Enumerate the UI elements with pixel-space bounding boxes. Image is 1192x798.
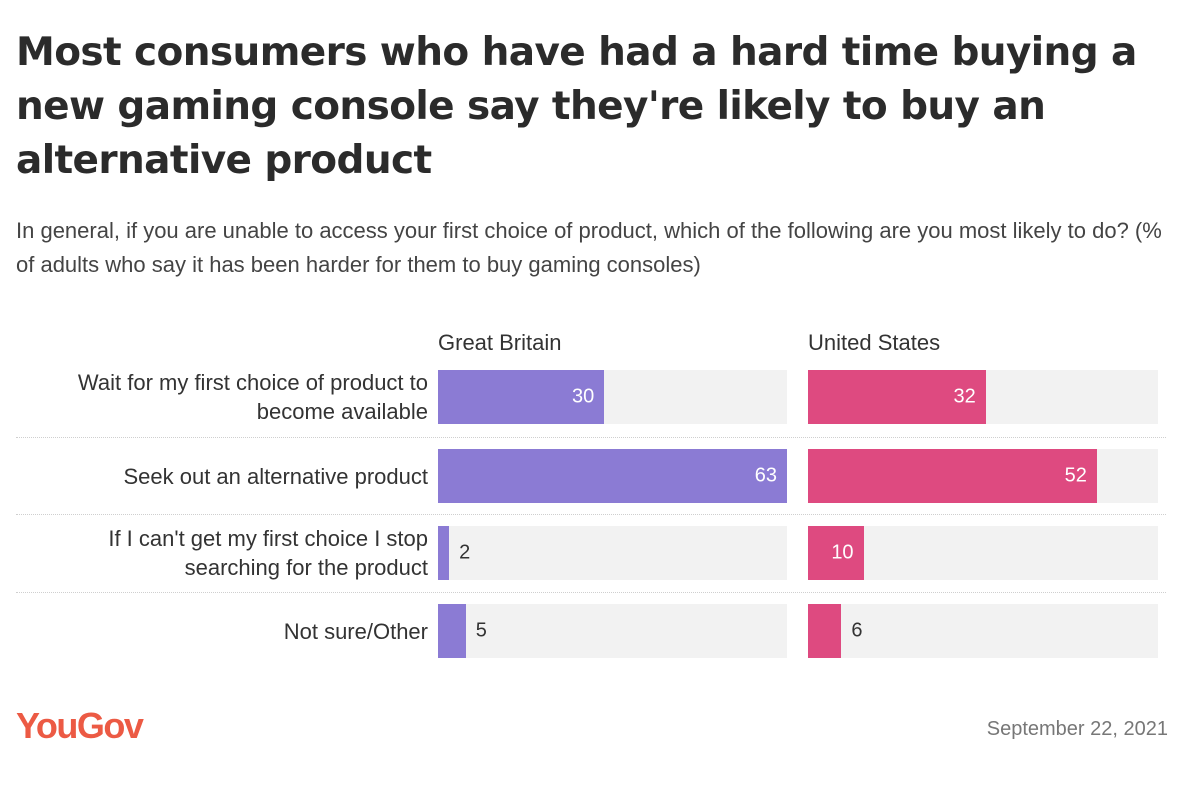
bar-united-states-3 [808, 526, 864, 580]
bar-track-great-britain: 30 [438, 370, 787, 424]
bar-great-britain-1 [438, 370, 605, 424]
category-label-wait-for-my-first-choice-of-product-to-b: Wait for my first choice of product to b… [77, 370, 428, 424]
value-label-great-britain-3: 2 [459, 541, 471, 564]
value-label-great-britain-2: 63 [754, 464, 777, 487]
row-separator [16, 514, 1166, 515]
value-label-great-britain-1: 30 [571, 385, 595, 408]
bar-track-united-states: 32 [808, 370, 1158, 424]
bar-great-britain-3 [438, 526, 450, 580]
category-label-not-sure-other: Not sure/Other [283, 618, 428, 644]
bar-great-britain-4 [438, 604, 466, 658]
bar-track-united-states: 52 [808, 449, 1158, 503]
bar-united-states-4 [808, 604, 842, 658]
category-label-seek-out-an-alternative-product: Seek out an alternative product [123, 463, 428, 489]
bar-track-united-states: 10 [808, 526, 1158, 580]
bar-track-great-britain: 63 [438, 449, 787, 503]
bar-track-great-britain: 2 [438, 526, 787, 580]
row-separator [16, 592, 1166, 593]
value-label-great-britain-4: 5 [475, 619, 487, 642]
bar-track-great-britain: 5 [438, 604, 787, 658]
bar-united-states-2 [808, 449, 1097, 503]
panel-title-great-britain: Great Britain [438, 330, 562, 355]
value-label-united-states-3: 10 [831, 541, 854, 564]
chart-title: Most consumers who have had a hard time … [16, 30, 1137, 183]
value-label-united-states-1: 32 [953, 385, 976, 408]
bar-track-united-states: 6 [808, 604, 1158, 658]
panel-title-united-states: United States [808, 330, 941, 355]
row-separator [16, 437, 1166, 438]
bar-great-britain-2 [438, 449, 787, 503]
value-label-united-states-2: 52 [1064, 464, 1087, 487]
category-label-if-i-can-t-get-my-first-choice-i-stop-se: If I can't get my first choice I stop se… [108, 526, 428, 580]
publication-date: September 22, 2021 [986, 718, 1168, 740]
chart-subtitle: In general, if you are unable to access … [16, 218, 1162, 277]
value-label-united-states-4: 6 [851, 619, 863, 642]
bar-united-states-1 [808, 370, 986, 424]
yougov-logo: YouGov [16, 705, 144, 746]
